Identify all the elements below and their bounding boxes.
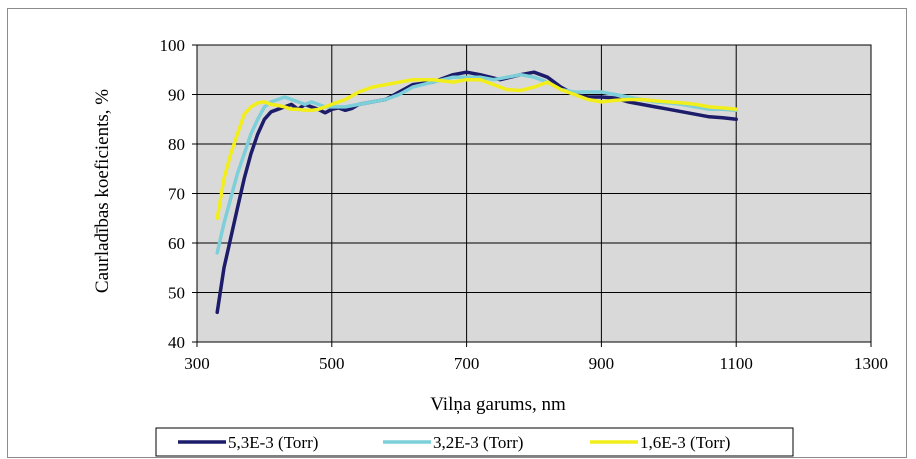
x-tick-label: 500: [319, 354, 345, 373]
x-tick-label: 1100: [720, 354, 753, 373]
series-line-3: [215, 77, 738, 221]
legend: 5,3E-3 (Torr) 3,2E-3 (Torr) 1,6E-3 (Torr): [155, 427, 794, 457]
y-tick-labels: 40 50 60 70 80 90 100: [160, 36, 197, 352]
x-tick-label: 1300: [854, 354, 888, 373]
y-tick-label: 70: [168, 185, 185, 204]
y-tick-label: 80: [168, 135, 185, 154]
y-tick-label: 100: [160, 36, 186, 55]
legend-items: 5,3E-3 (Torr) 3,2E-3 (Torr) 1,6E-3 (Torr): [178, 433, 730, 452]
x-tick-label: 300: [184, 354, 210, 373]
chart-svg: 300 500 700 900 1100 1300 40 50 60 70 80 90 100 Vil…: [92, 36, 888, 457]
x-tick-labels: 300 500 700 900 1100 1300: [184, 342, 888, 373]
legend-box: [155, 427, 794, 457]
y-tick-label: 60: [168, 234, 185, 253]
y-tick-label: 90: [168, 86, 185, 105]
x-tick-label: 900: [589, 354, 615, 373]
chart-frame: 300 500 700 900 1100 1300 40 50 60 70 80 90 100 Vil…: [7, 8, 907, 458]
x-axis-title: Vilņa garums, nm: [430, 394, 566, 415]
y-axis-title: Caurladības koeficients, %: [92, 89, 113, 293]
legend-label-3: 1,6E-3 (Torr): [640, 433, 730, 452]
x-tick-label: 700: [454, 354, 480, 373]
legend-label-2: 3,2E-3 (Torr): [433, 433, 523, 452]
series-lines: [215, 70, 738, 315]
y-tick-label: 50: [168, 284, 185, 303]
y-tick-label: 40: [168, 333, 185, 352]
grid: [197, 45, 871, 342]
legend-label-1: 5,3E-3 (Torr): [228, 433, 318, 452]
